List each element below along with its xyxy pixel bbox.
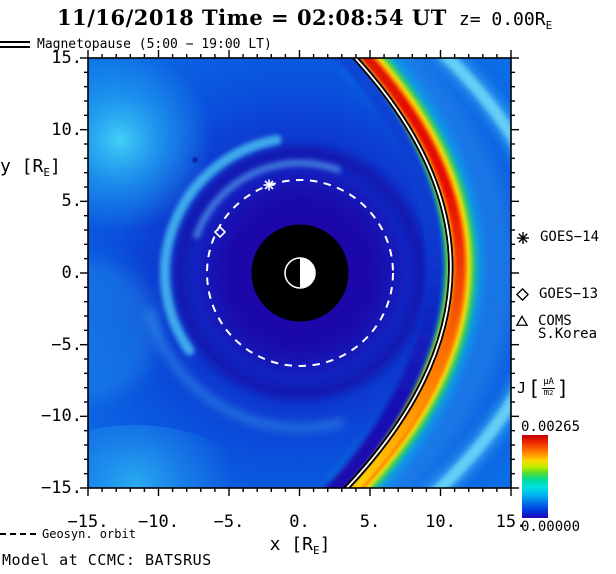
axis-ticks <box>80 50 519 496</box>
triangle-icon <box>516 315 528 326</box>
x-axis-label: x [RE] <box>269 534 331 557</box>
x-tick-label: 5. <box>359 512 381 532</box>
legend-goes13-label: GOES−13 <box>539 286 599 302</box>
y-tick-label: −10. <box>41 406 82 427</box>
legend-coms-label: COMS S.Korea <box>538 313 598 342</box>
colorbar-unit-label: J [ μA m2 ] <box>517 376 569 400</box>
geosyn-orbit-label: Geosyn. orbit <box>42 527 136 541</box>
dashed-line-icon <box>0 533 36 535</box>
goes14-marker-icon <box>263 179 275 191</box>
legend-goes13: GOES−13 <box>516 286 599 302</box>
y-tick-label: 5. <box>61 191 82 212</box>
y-tick-label: 0. <box>61 263 82 283</box>
plot-title: 11/16/2018 Time = 02:08:54 UT z= 0.00RE <box>57 5 552 32</box>
magnetopause-legend-label: Magnetopause (5:00 − 19:00 LT) <box>37 37 272 52</box>
legend-goes14: GOES−14 <box>516 229 600 245</box>
magnetopause-legend: Magnetopause (5:00 − 19:00 LT) <box>0 37 272 52</box>
dawn-cyan-blob <box>88 58 212 232</box>
geosync-orbit <box>206 179 394 367</box>
magnetopause-current-band <box>328 58 483 488</box>
x-tick-label: −10. <box>138 512 179 532</box>
bow-shock-band <box>431 58 511 488</box>
asterisk-icon <box>517 232 529 244</box>
earth-icon <box>284 257 316 289</box>
plot-z-slice: z= 0.00RE <box>458 9 553 32</box>
model-credit-label: Model at CCMC: BATSRUS <box>2 551 212 569</box>
geosyn-orbit-legend: Geosyn. orbit <box>0 527 136 541</box>
x-tick-label: 10. <box>425 512 456 532</box>
x-tick-label: 0. <box>289 512 310 532</box>
y-tick-label: 15. <box>51 48 82 68</box>
goes13-marker-icon <box>213 225 227 239</box>
unit-fraction: μA m2 <box>542 376 555 398</box>
x-tick-label: −15. <box>67 512 109 532</box>
magnetopause-line-icon <box>0 41 30 48</box>
legend-goes14-label: GOES−14 <box>540 229 600 245</box>
y-tick-label: −5. <box>51 334 82 355</box>
colorbar-max-value: 0.00265 <box>521 419 581 435</box>
lower-left-cyan-blob <box>88 425 250 488</box>
y-axis-label: y [RE] <box>0 156 61 179</box>
colorbar-min-value: 0.00000 <box>521 519 581 535</box>
legend-coms: COMS S.Korea <box>516 313 598 342</box>
x-tick-label: −5. <box>213 512 245 532</box>
x-tick-label: 15. <box>495 512 527 532</box>
y-tick-label: 10. <box>51 119 82 140</box>
plot-datetime: 11/16/2018 Time = 02:08:54 UT <box>57 5 447 30</box>
colorbar-gradient <box>522 435 548 518</box>
diamond-icon <box>516 288 529 301</box>
inner-wave-arc <box>160 135 282 356</box>
magnetopause-trace <box>342 58 454 488</box>
y-tick-label: −15. <box>41 478 82 498</box>
